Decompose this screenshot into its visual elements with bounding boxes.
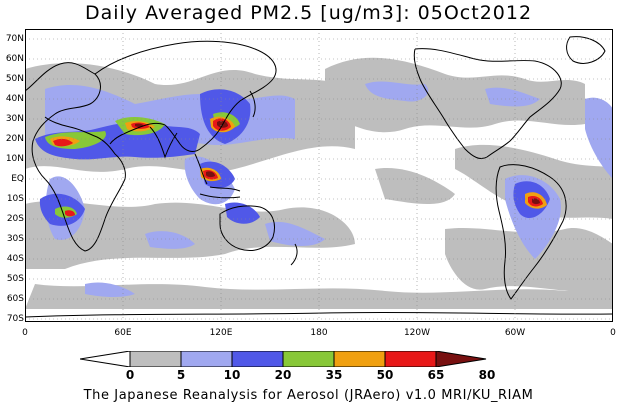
lon-label: 120W: [403, 328, 431, 338]
pm25-map: [25, 29, 613, 322]
coastlines: [25, 36, 613, 318]
colorbar-bin: [384, 351, 437, 367]
colorbar-level-label: 50: [376, 368, 394, 382]
colorbar: [80, 351, 487, 367]
colorbar-bin: [80, 351, 131, 367]
colorbar-level-label: 20: [274, 368, 292, 382]
map-title: Daily Averaged PM2.5 [ug/m3]: 05Oct2012: [84, 2, 533, 24]
lat-label: 20S: [6, 214, 24, 224]
colorbar-bin: [180, 351, 233, 367]
lat-label: 70N: [5, 34, 24, 44]
colorbar-level-label: 10: [223, 368, 241, 382]
lon-label: 0: [22, 328, 28, 338]
lon-label: 60W: [504, 328, 526, 338]
lat-label: 70S: [6, 314, 24, 324]
lat-label: 60S: [6, 294, 24, 304]
lat-label: 40N: [5, 94, 24, 104]
lat-label: 30S: [6, 234, 24, 244]
lat-label: 20N: [5, 134, 24, 144]
lat-label: 60N: [5, 54, 24, 64]
colorbar-bin: [333, 351, 386, 367]
lat-label: 50S: [6, 274, 24, 284]
colorbar-bin: [282, 351, 335, 367]
colorbar-level-label: 65: [427, 368, 445, 382]
lon-label: 60E: [114, 328, 132, 338]
colorbar-level-label: 80: [478, 368, 496, 382]
colorbar-level-label: 35: [325, 368, 343, 382]
lon-label: 180: [310, 328, 328, 338]
lat-label: 10N: [5, 154, 24, 164]
lon-label: 120E: [209, 328, 233, 338]
colorbar-level-label: 0: [125, 368, 135, 382]
lat-label: 10S: [6, 194, 24, 204]
colorbar-level-label: 5: [176, 368, 186, 382]
lon-label: 0: [610, 328, 616, 338]
map-frame: [25, 29, 613, 322]
colorbar-bin: [435, 351, 487, 367]
colorbar-bin: [129, 351, 182, 367]
lat-label: 40S: [6, 254, 24, 264]
colorbar-bin: [231, 351, 284, 367]
lat-label: 30N: [5, 114, 24, 124]
footer-credit: The Japanese Reanalysis for Aerosol (JRA…: [83, 388, 534, 403]
lat-label: EQ: [11, 174, 24, 184]
lat-label: 50N: [5, 74, 24, 84]
